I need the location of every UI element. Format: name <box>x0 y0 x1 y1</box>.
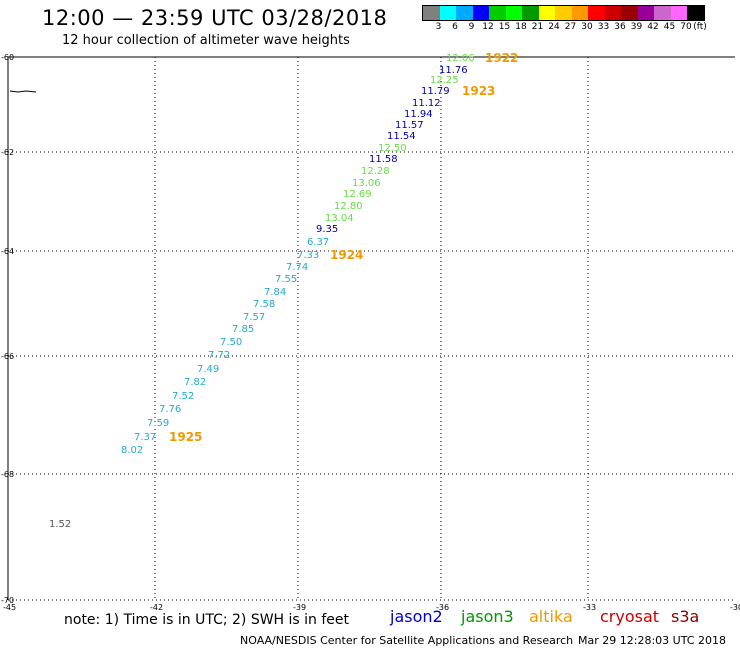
wave-height-label: 11.54 <box>387 131 416 142</box>
legend-label: 27 <box>564 22 577 32</box>
legend-swatch <box>621 6 638 20</box>
legend-label: 39 <box>630 22 643 32</box>
lat-tick-label: -66 <box>1 352 14 361</box>
legend-swatch <box>604 6 621 20</box>
wave-height-label: 12.80 <box>334 201 363 212</box>
legend-label: 70 <box>680 22 692 32</box>
legend-label: 24 <box>548 22 560 32</box>
wave-height-label: 12.25 <box>430 75 459 86</box>
wave-height-label: 7.85 <box>232 324 254 335</box>
wave-height-label: 13.04 <box>325 213 354 224</box>
track-time-label: 1924 <box>330 248 363 262</box>
track-time-label: 1923 <box>462 84 495 98</box>
legend-swatch <box>654 6 671 20</box>
legend-label: 45 <box>663 22 676 32</box>
credit-line: NOAA/NESDIS Center for Satellite Applica… <box>240 634 574 647</box>
legend-labels: 3 6 9 12 15 18 21 24 27 30 33 36 39 42 45 70 (ft) <box>422 22 740 34</box>
wave-height-label: 7.50 <box>220 337 242 348</box>
wave-height-label: 7.84 <box>264 287 286 298</box>
lon-tick-label: -30 <box>730 603 740 612</box>
satellite-altika: altika <box>529 607 573 626</box>
legend-label: 18 <box>515 22 527 32</box>
lat-tick-label: -68 <box>1 470 14 479</box>
wave-height-label: 11.76 <box>439 65 468 76</box>
track-time-label: 1925 <box>169 430 202 444</box>
legend-swatch <box>522 6 539 20</box>
legend-label: 6 <box>452 22 458 32</box>
wave-height-label: 7.49 <box>197 364 219 375</box>
legend-label: 36 <box>614 22 626 32</box>
satellite-cryosat: cryosat <box>600 607 660 626</box>
wave-height-label: 11.94 <box>404 109 433 120</box>
wave-height-label: 7.52 <box>172 391 194 402</box>
lat-tick-label: -62 <box>1 148 14 157</box>
wave-height-label: 11.57 <box>395 120 424 131</box>
wave-height-label: 7.37 <box>134 432 156 443</box>
coastline-fragment <box>9 90 37 93</box>
wave-height-label: 7.55 <box>275 274 297 285</box>
legend-swatch <box>555 6 572 20</box>
legend-swatch <box>687 6 704 20</box>
wave-height-label: 11.58 <box>369 154 398 165</box>
wave-height-label: 6.37 <box>307 237 329 248</box>
legend-swatch <box>439 6 456 20</box>
wave-height-label: 7.58 <box>253 299 275 310</box>
wave-height-label: 7.82 <box>184 377 206 388</box>
lon-tick-label: -36 <box>436 603 449 612</box>
wave-height-label: 11.12 <box>412 98 441 109</box>
legend-label: 3 <box>435 22 442 32</box>
lat-tick-label: -64 <box>1 247 14 256</box>
legend-label: 12 <box>482 22 494 32</box>
satellite-s3a: s3a <box>671 607 700 626</box>
legend-swatch <box>505 6 522 20</box>
legend-swatch <box>423 6 440 20</box>
legend-swatch <box>538 6 555 20</box>
footer-note: note: 1) Time is in UTC; 2) SWH is in fe… <box>64 612 350 628</box>
legend-label: 30 <box>581 22 593 32</box>
wave-height-label: 7.59 <box>147 418 169 429</box>
legend-label: 15 <box>498 22 511 32</box>
satellite-jason2: jason2 <box>390 607 443 626</box>
legend-label: 42 <box>647 22 659 32</box>
legend-label: (ft) <box>693 22 707 32</box>
color-legend <box>422 5 705 21</box>
lat-tick-label: -70 <box>1 596 14 605</box>
lat-tick-label: -60 <box>1 53 14 62</box>
wave-height-label: 12.69 <box>343 189 372 200</box>
map-title: 12:00 — 23:59 UTC 03/28/2018 <box>42 6 388 30</box>
wave-height-label: 7.72 <box>208 350 230 361</box>
track-time-label: 1922 <box>485 51 518 65</box>
wave-height-label: 11.79 <box>421 86 450 97</box>
wave-height-label: 9.35 <box>316 224 338 235</box>
map-subtitle: 12 hour collection of altimeter wave hei… <box>62 33 350 48</box>
legend-swatch <box>588 6 605 20</box>
wave-height-label: 8.02 <box>121 445 143 456</box>
lon-tick-label: -33 <box>583 603 596 612</box>
legend-swatch <box>472 6 489 20</box>
legend-label: 9 <box>468 22 475 32</box>
wave-height-label: 13.06 <box>352 178 381 189</box>
timestamp: Mar 29 12:28:03 UTC 2018 <box>578 634 726 647</box>
isolated-wave-height: 1.52 <box>49 519 71 530</box>
wave-height-label: 12.50 <box>378 143 407 154</box>
wave-height-label: 7.57 <box>243 312 265 323</box>
wave-height-label: 12.06 <box>446 53 475 64</box>
wave-height-label: 7.33 <box>297 250 319 261</box>
legend-swatch <box>489 6 506 20</box>
legend-label: 33 <box>597 22 610 32</box>
legend-swatch <box>670 6 687 20</box>
legend-swatch <box>456 6 473 20</box>
lon-tick-label: -39 <box>293 603 306 612</box>
legend-swatch <box>637 6 654 20</box>
wave-height-label: 7.74 <box>286 262 308 273</box>
satellite-jason3: jason3 <box>461 607 514 626</box>
legend-label: 21 <box>531 22 544 32</box>
legend-swatch <box>571 6 588 20</box>
wave-height-label: 7.76 <box>159 404 181 415</box>
lon-tick-label: -45 <box>3 603 16 612</box>
wave-height-label: 12.28 <box>361 166 390 177</box>
lon-tick-label: -42 <box>150 603 163 612</box>
